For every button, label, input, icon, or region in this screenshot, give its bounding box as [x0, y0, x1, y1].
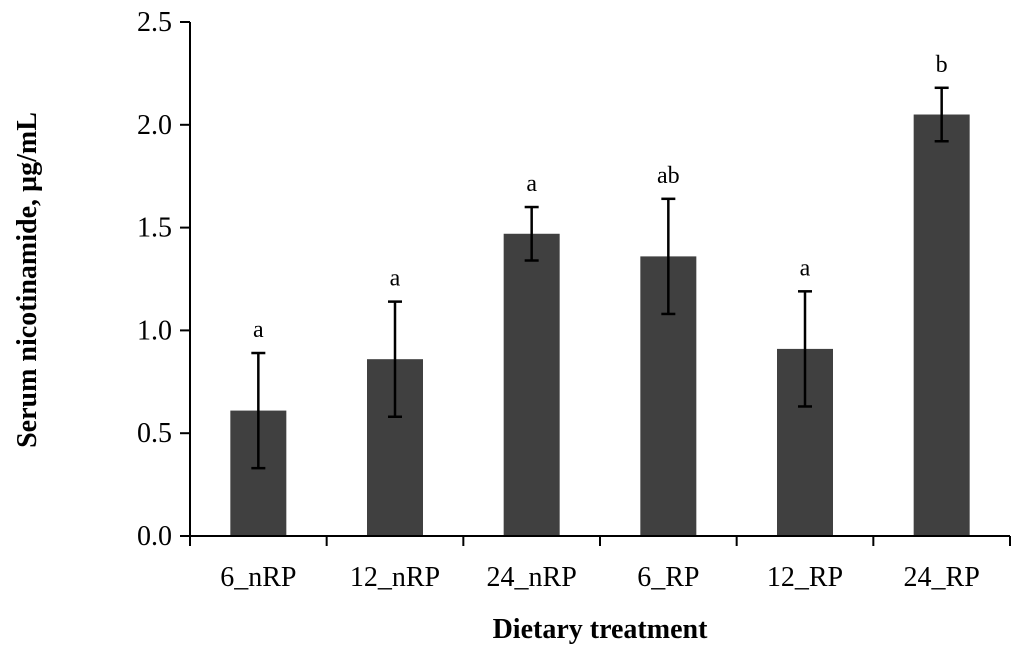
x-axis-category-labels: 6_nRP 12_nRP 24_nRP 6_RP 12_RP 24_RP [220, 562, 980, 593]
y-axis-title: Serum nicotinamide, µg/mL [12, 112, 43, 448]
x-axis-ticks [189, 536, 1011, 546]
x-category-label: 6_nRP [220, 562, 296, 593]
y-tick-label: 1.5 [137, 213, 172, 244]
significance-label-24_RP: b [936, 52, 948, 78]
y-axis-ticks: 0.0 0.5 1.0 1.5 2.0 2.5 [137, 7, 190, 552]
x-category-label: 12_RP [767, 562, 843, 593]
x-category-label: 24_nRP [487, 562, 577, 593]
x-category-label: 12_nRP [350, 562, 440, 593]
bars [230, 114, 970, 537]
y-tick-label: 2.5 [137, 7, 172, 38]
bar-24_nRP [503, 233, 560, 536]
error-bars [251, 86, 949, 470]
y-tick-label: 1.0 [137, 315, 172, 346]
significance-label-24_nRP: a [526, 171, 537, 197]
significance-label-6_RP: ab [657, 163, 680, 189]
y-tick-label: 0.0 [137, 521, 172, 552]
significance-label-12_nRP: a [390, 266, 401, 292]
y-tick-label: 2.0 [137, 110, 172, 141]
significance-label-6_nRP: a [253, 317, 264, 343]
bar-24_RP [913, 114, 970, 537]
significance-label-12_RP: a [800, 255, 811, 281]
x-category-label: 6_RP [637, 562, 699, 593]
y-tick-label: 0.5 [137, 418, 172, 449]
x-category-label: 24_RP [904, 562, 980, 593]
x-axis-title: Dietary treatment [493, 614, 709, 645]
